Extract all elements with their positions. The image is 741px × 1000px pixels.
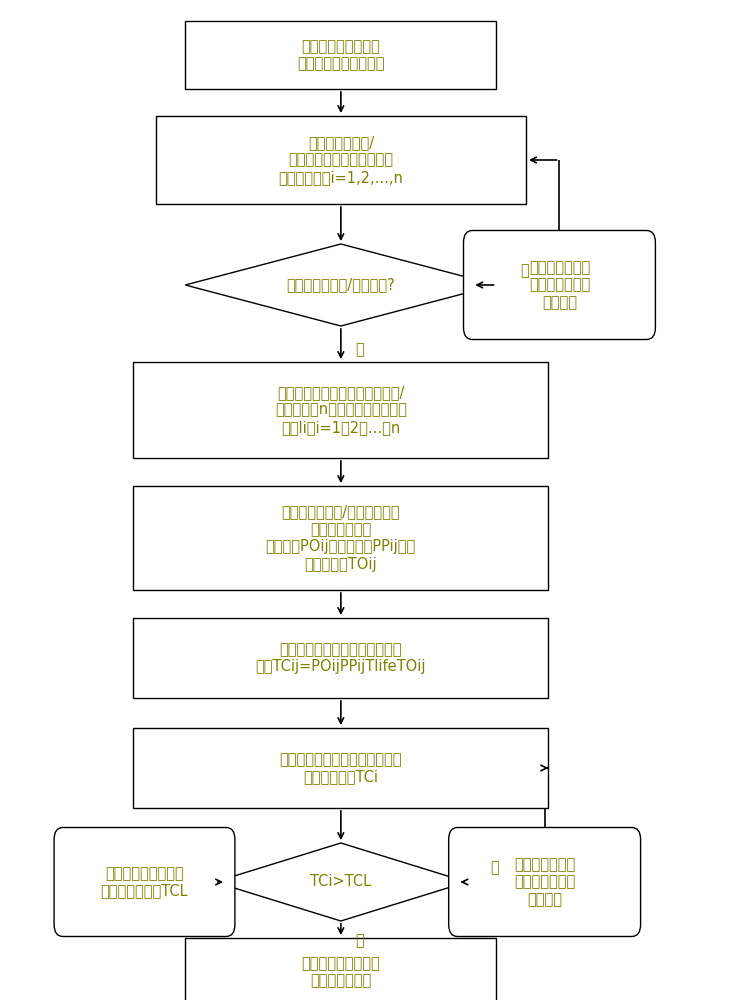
FancyBboxPatch shape [133,728,548,808]
Text: 列出航天器系统中的
单粒子敏感器件或设备: 列出航天器系统中的 单粒子敏感器件或设备 [297,39,385,71]
Text: 评估每一个单粒子软错误的危害
时间TCij=POijPPijTlifeTOij: 评估每一个单粒子软错误的危害 时间TCij=POijPPijTlifeTOij [256,642,426,674]
Text: 针对每一个器件/
设备，进行单粒子软错误影
响后果分析，i=1,2,...,n: 针对每一个器件/ 设备，进行单粒子软错误影 响后果分析，i=1,2,...,n [279,135,403,185]
Polygon shape [185,244,496,326]
Text: 计算系统单粒子防护
薄弱点判定阈值TCL: 计算系统单粒子防护 薄弱点判定阈值TCL [101,866,188,898]
Text: TCi>TCL: TCi>TCL [310,874,371,890]
FancyBboxPatch shape [449,828,641,936]
FancyBboxPatch shape [133,362,548,458]
Text: 否: 否 [491,860,499,876]
Text: 评估每个器件或设备的单粒子软
错误危害时间TCi: 评估每个器件或设备的单粒子软 错误危害时间TCi [279,752,402,784]
Text: 否: 否 [520,263,529,278]
FancyBboxPatch shape [133,486,548,590]
FancyBboxPatch shape [156,116,526,204]
Text: 确定为航天器系统单
粒子防护薄弱点: 确定为航天器系统单 粒子防护薄弱点 [302,956,380,988]
FancyBboxPatch shape [463,231,655,340]
Polygon shape [215,843,467,921]
Text: 非系统薄弱点，
分析下一个单粒
子软错误: 非系统薄弱点， 分析下一个单粒 子软错误 [514,857,575,907]
Text: 获取每一个器件/设备的每一个
单粒子软错误的
发生概率POij、传播概率PPij、影
响持续时间TOij: 获取每一个器件/设备的每一个 单粒子软错误的 发生概率POij、传播概率PPij… [266,504,416,572]
Text: 是: 是 [355,342,364,357]
Text: 确定引起中断的单粒子敏感器件/
设备的数量n，以及单粒子软错误
数量li，i=1，2，...，n: 确定引起中断的单粒子敏感器件/ 设备的数量n，以及单粒子软错误 数量li，i=1… [275,385,407,435]
FancyBboxPatch shape [133,618,548,698]
FancyBboxPatch shape [54,828,235,936]
Text: 是: 是 [355,933,364,948]
FancyBboxPatch shape [185,21,496,89]
Text: 航天器任务中断/功能中断?: 航天器任务中断/功能中断? [287,277,395,292]
FancyBboxPatch shape [185,938,496,1000]
Text: 非系统薄弱点，
分析下一个单粒
子软错误: 非系统薄弱点， 分析下一个单粒 子软错误 [529,260,590,310]
